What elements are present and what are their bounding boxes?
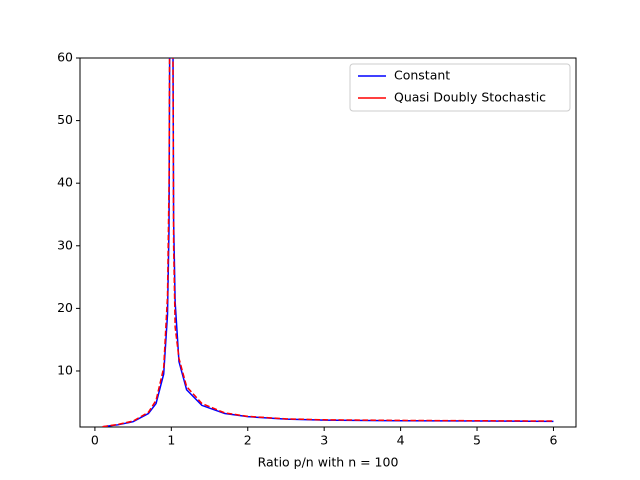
plot-area: [102, 58, 554, 427]
legend-box: [349, 63, 571, 112]
y-tick-label: 40: [57, 175, 73, 190]
series-line: [102, 58, 554, 427]
x-axis-label: Ratio p/n with n = 100: [258, 455, 399, 470]
y-tick-label: 30: [57, 237, 73, 252]
x-tick-label: 2: [244, 433, 252, 448]
x-tick-label: 4: [397, 433, 405, 448]
y-tick-label: 10: [57, 362, 73, 377]
y-tick-label: 60: [57, 50, 73, 65]
legend-label: Quasi Doubly Stochastic: [394, 90, 546, 105]
x-tick-label: 6: [549, 433, 557, 448]
x-tick-label: 5: [473, 433, 481, 448]
x-tick-label: 1: [167, 433, 175, 448]
y-tick-label: 20: [57, 300, 73, 315]
axes-frame: [79, 57, 577, 428]
x-tick-label: 0: [91, 433, 99, 448]
x-tick-label: 3: [320, 433, 328, 448]
y-tick-label: 50: [57, 112, 73, 127]
legend-label: Constant: [394, 68, 450, 83]
